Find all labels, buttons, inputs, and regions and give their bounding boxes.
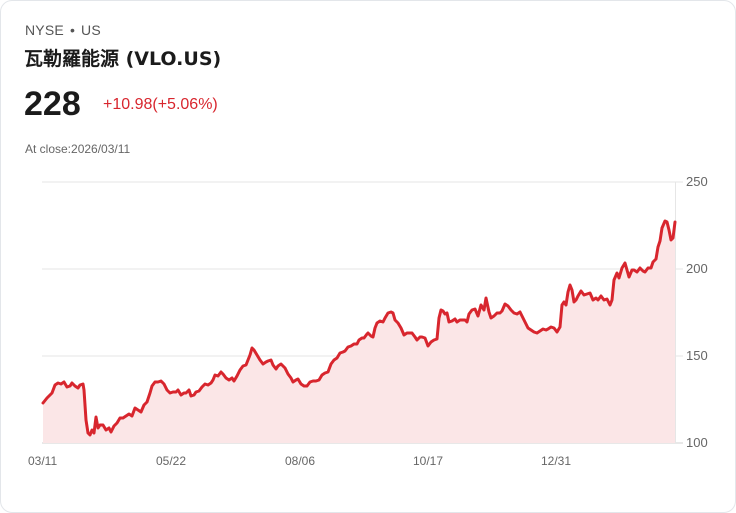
- price-change: +10.98(+5.06%): [103, 96, 218, 113]
- y-tick-label: 150: [686, 348, 708, 363]
- x-tick-label: 03/11: [28, 454, 57, 468]
- current-price: 228: [24, 85, 81, 123]
- market-name: US: [81, 22, 101, 38]
- price-area-fill: [43, 221, 675, 443]
- y-tick-label: 100: [686, 435, 708, 450]
- x-tick-label: 10/17: [413, 454, 443, 468]
- close-date: At close:2026/03/11: [25, 142, 131, 156]
- exchange-name: NYSE: [25, 22, 64, 38]
- y-tick-label: 250: [686, 174, 708, 189]
- y-axis-labels: 250 200 150 100: [686, 174, 708, 450]
- x-axis-labels: 03/11 05/22 08/06 10/17 12/31: [28, 454, 571, 468]
- price-line: [41, 219, 677, 437]
- x-tick-label: 12/31: [541, 454, 571, 468]
- exchange-info: NYSE • US: [25, 22, 101, 38]
- y-tick-label: 200: [686, 261, 708, 276]
- x-tick-label: 08/06: [285, 454, 315, 468]
- separator-dot: •: [69, 22, 76, 38]
- x-tick-label: 05/22: [156, 454, 186, 468]
- stock-title: 瓦勒羅能源 (VLO.US): [24, 48, 222, 70]
